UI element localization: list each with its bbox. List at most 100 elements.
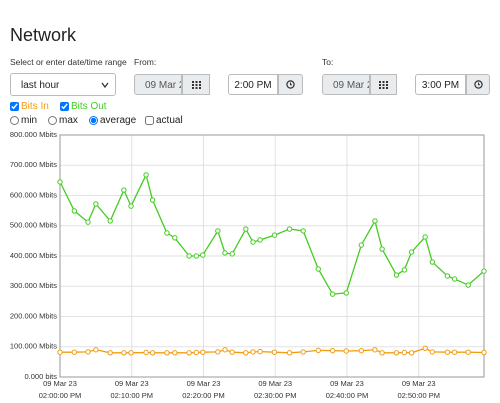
data-point bbox=[107, 350, 113, 356]
data-point bbox=[286, 226, 293, 232]
data-point bbox=[57, 179, 63, 185]
checkbox-bits-in[interactable]: Bits In bbox=[10, 101, 49, 112]
radio-label: average bbox=[100, 115, 137, 126]
checkbox[interactable] bbox=[145, 116, 154, 125]
x-tick-label: 02:00:00 PM bbox=[39, 391, 82, 400]
x-tick-label: 02:50:00 PM bbox=[397, 391, 440, 400]
from-time[interactable]: 2:00 PM bbox=[228, 74, 278, 95]
clock-icon bbox=[473, 80, 483, 89]
data-point bbox=[128, 350, 134, 356]
clock-button[interactable] bbox=[466, 74, 490, 95]
y-tick-label: 700.000 Mbits bbox=[10, 160, 57, 169]
radio-label: min bbox=[21, 115, 38, 126]
to-date[interactable]: 09 Mar 23 bbox=[322, 74, 370, 95]
data-point bbox=[200, 252, 206, 258]
radio-label: max bbox=[59, 115, 78, 126]
radio-average[interactable]: average bbox=[89, 115, 136, 126]
data-point bbox=[422, 345, 428, 351]
x-tick-label: 02:30:00 PM bbox=[254, 391, 297, 400]
data-point bbox=[422, 234, 428, 240]
data-point bbox=[393, 350, 400, 356]
data-point bbox=[243, 226, 249, 232]
from-label: From: bbox=[134, 57, 157, 67]
from-date[interactable]: 09 Mar 23 bbox=[134, 74, 182, 95]
data-point bbox=[164, 350, 170, 356]
data-point bbox=[71, 208, 78, 214]
data-point bbox=[315, 347, 321, 354]
checkbox-actual[interactable]: actual bbox=[145, 115, 183, 126]
data-point bbox=[143, 172, 149, 178]
data-point bbox=[93, 201, 99, 207]
data-point bbox=[222, 347, 228, 353]
data-point bbox=[408, 249, 415, 255]
data-point bbox=[128, 203, 134, 209]
data-point bbox=[149, 350, 156, 356]
radio[interactable] bbox=[10, 116, 19, 125]
calendar-button[interactable] bbox=[182, 74, 210, 95]
data-point bbox=[243, 350, 249, 356]
data-point bbox=[186, 350, 192, 356]
y-tick-label: 800.000 Mbits bbox=[10, 130, 57, 139]
data-point bbox=[379, 350, 385, 356]
x-tick-date: 09 Mar 23 bbox=[258, 379, 292, 388]
data-point bbox=[300, 349, 306, 355]
data-point bbox=[481, 268, 487, 274]
data-point bbox=[257, 348, 263, 355]
chevron bbox=[101, 82, 109, 88]
data-point bbox=[172, 350, 178, 356]
data-point bbox=[149, 197, 156, 203]
range-select[interactable]: last hour bbox=[10, 73, 116, 96]
checkbox[interactable] bbox=[10, 102, 19, 111]
x-tick-date: 09 Mar 23 bbox=[187, 379, 221, 388]
range-select-text: last hour bbox=[21, 80, 60, 91]
data-point bbox=[343, 290, 349, 296]
to-time[interactable]: 3:00 PM bbox=[415, 74, 466, 95]
data-point bbox=[229, 349, 235, 355]
to-label: To: bbox=[322, 57, 334, 67]
radio-min[interactable]: min bbox=[10, 115, 37, 126]
data-point bbox=[329, 291, 336, 297]
data-point bbox=[315, 266, 321, 272]
radio[interactable] bbox=[48, 116, 57, 125]
x-tick-date: 09 Mar 23 bbox=[330, 379, 364, 388]
data-point bbox=[481, 349, 487, 356]
data-point bbox=[286, 350, 293, 356]
data-point bbox=[250, 349, 256, 355]
x-tick-date: 09 Mar 23 bbox=[115, 379, 149, 388]
x-tick-label: 02:40:00 PM bbox=[326, 391, 369, 400]
data-point bbox=[444, 273, 451, 279]
data-point bbox=[343, 348, 349, 354]
radio[interactable] bbox=[89, 116, 98, 125]
data-point bbox=[429, 349, 436, 355]
range-label: Select or enter date/time range bbox=[10, 57, 127, 67]
x-tick-date: 09 Mar 23 bbox=[402, 379, 436, 388]
data-point bbox=[451, 349, 458, 355]
data-point bbox=[393, 272, 400, 278]
data-point bbox=[465, 349, 471, 355]
data-point bbox=[401, 267, 408, 273]
checkbox-bits-out[interactable]: Bits Out bbox=[60, 101, 107, 112]
y-tick-label: 600.000 Mbits bbox=[10, 190, 57, 199]
data-point bbox=[451, 276, 458, 282]
data-point bbox=[429, 259, 436, 265]
checkbox[interactable] bbox=[60, 102, 69, 111]
radio-max[interactable]: max bbox=[48, 115, 78, 126]
data-point bbox=[358, 347, 365, 354]
y-tick-label: 300.000 Mbits bbox=[10, 281, 57, 290]
calendar-button[interactable] bbox=[370, 74, 397, 95]
data-point bbox=[172, 235, 178, 241]
data-point bbox=[200, 349, 206, 355]
chart: 0.000 bits 100.000 Mbits 200.000 Mbits 300.… bbox=[10, 130, 487, 400]
data-point bbox=[215, 349, 221, 355]
checkbox-label: Bits In bbox=[21, 101, 49, 112]
y-tick-label: 0.000 bits bbox=[24, 372, 57, 381]
data-point bbox=[107, 218, 113, 224]
data-point bbox=[300, 228, 306, 234]
data-point bbox=[164, 230, 170, 236]
data-point bbox=[121, 350, 127, 356]
clock-button[interactable] bbox=[278, 74, 303, 95]
data-point bbox=[250, 239, 256, 245]
x-tick-label: 02:10:00 PM bbox=[110, 391, 153, 400]
data-point bbox=[93, 347, 99, 353]
data-point bbox=[57, 349, 63, 355]
